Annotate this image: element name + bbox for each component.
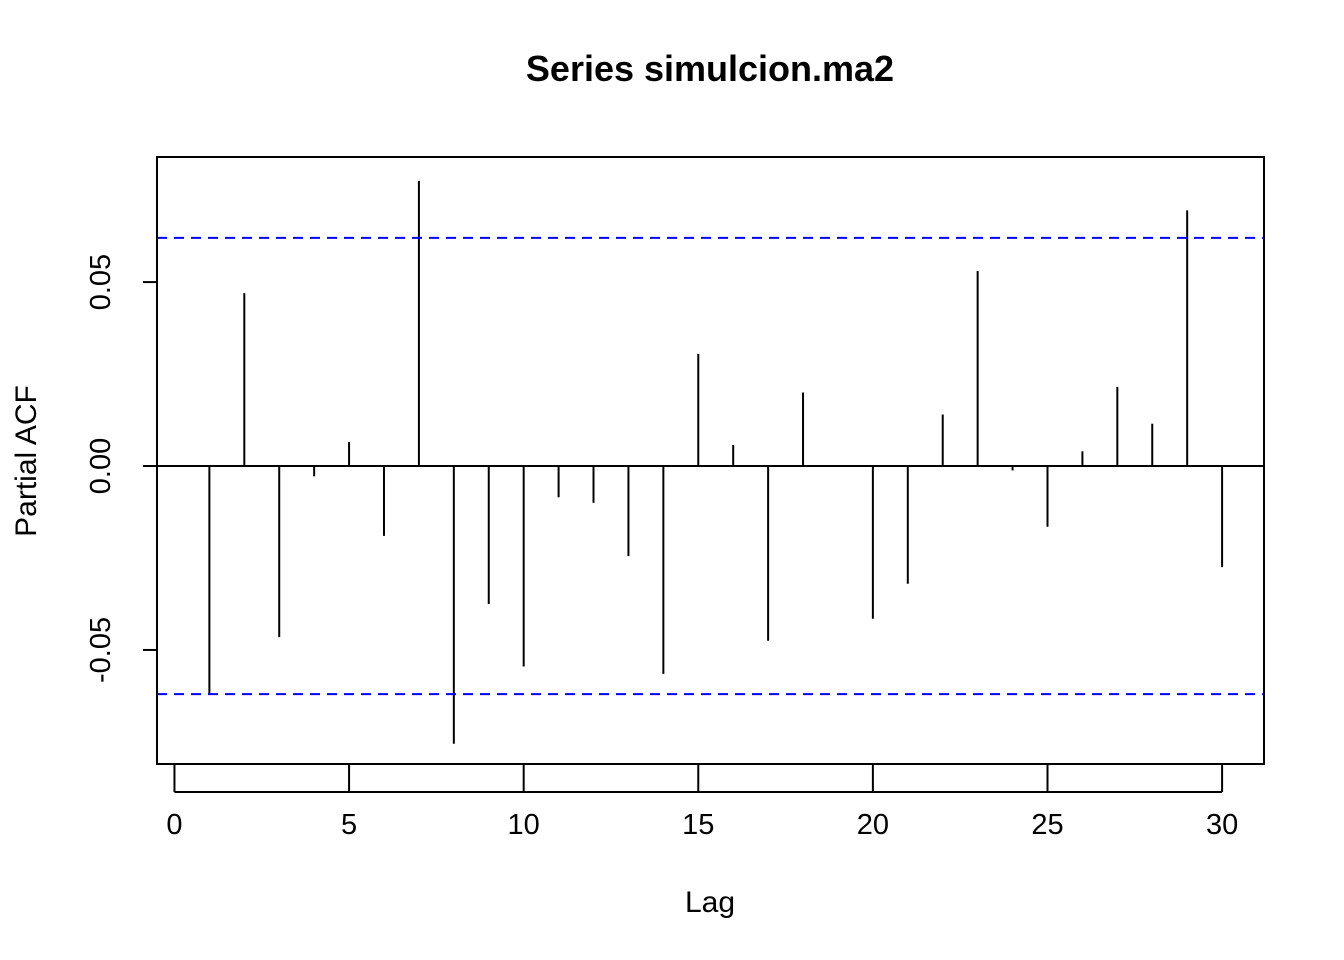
y-tick-label--0.05: -0.05: [85, 617, 117, 683]
y-axis: -0.05 0.00 0.05: [85, 254, 158, 683]
x-tick-label-25: 25: [1031, 809, 1063, 841]
y-tick-label-0.00: 0.00: [85, 438, 117, 494]
x-tick-label-0: 0: [166, 809, 182, 841]
plot-frame: [156, 156, 1265, 765]
x-tick-label-30: 30: [1206, 809, 1238, 841]
x-tick-label-15: 15: [682, 809, 714, 841]
x-tick-label-20: 20: [857, 809, 889, 841]
chart-title: Series simulcion.ma2: [526, 48, 894, 89]
x-tick-label-10: 10: [508, 809, 540, 841]
y-tick-label-0.05: 0.05: [85, 254, 117, 310]
x-tick-label-5: 5: [341, 809, 357, 841]
x-axis-label: Lag: [685, 886, 735, 919]
y-axis-label: Partial ACF: [10, 385, 43, 537]
bars-group: [208, 180, 1224, 744]
x-axis: 0 5 10 15 20 25 30: [166, 764, 1238, 841]
